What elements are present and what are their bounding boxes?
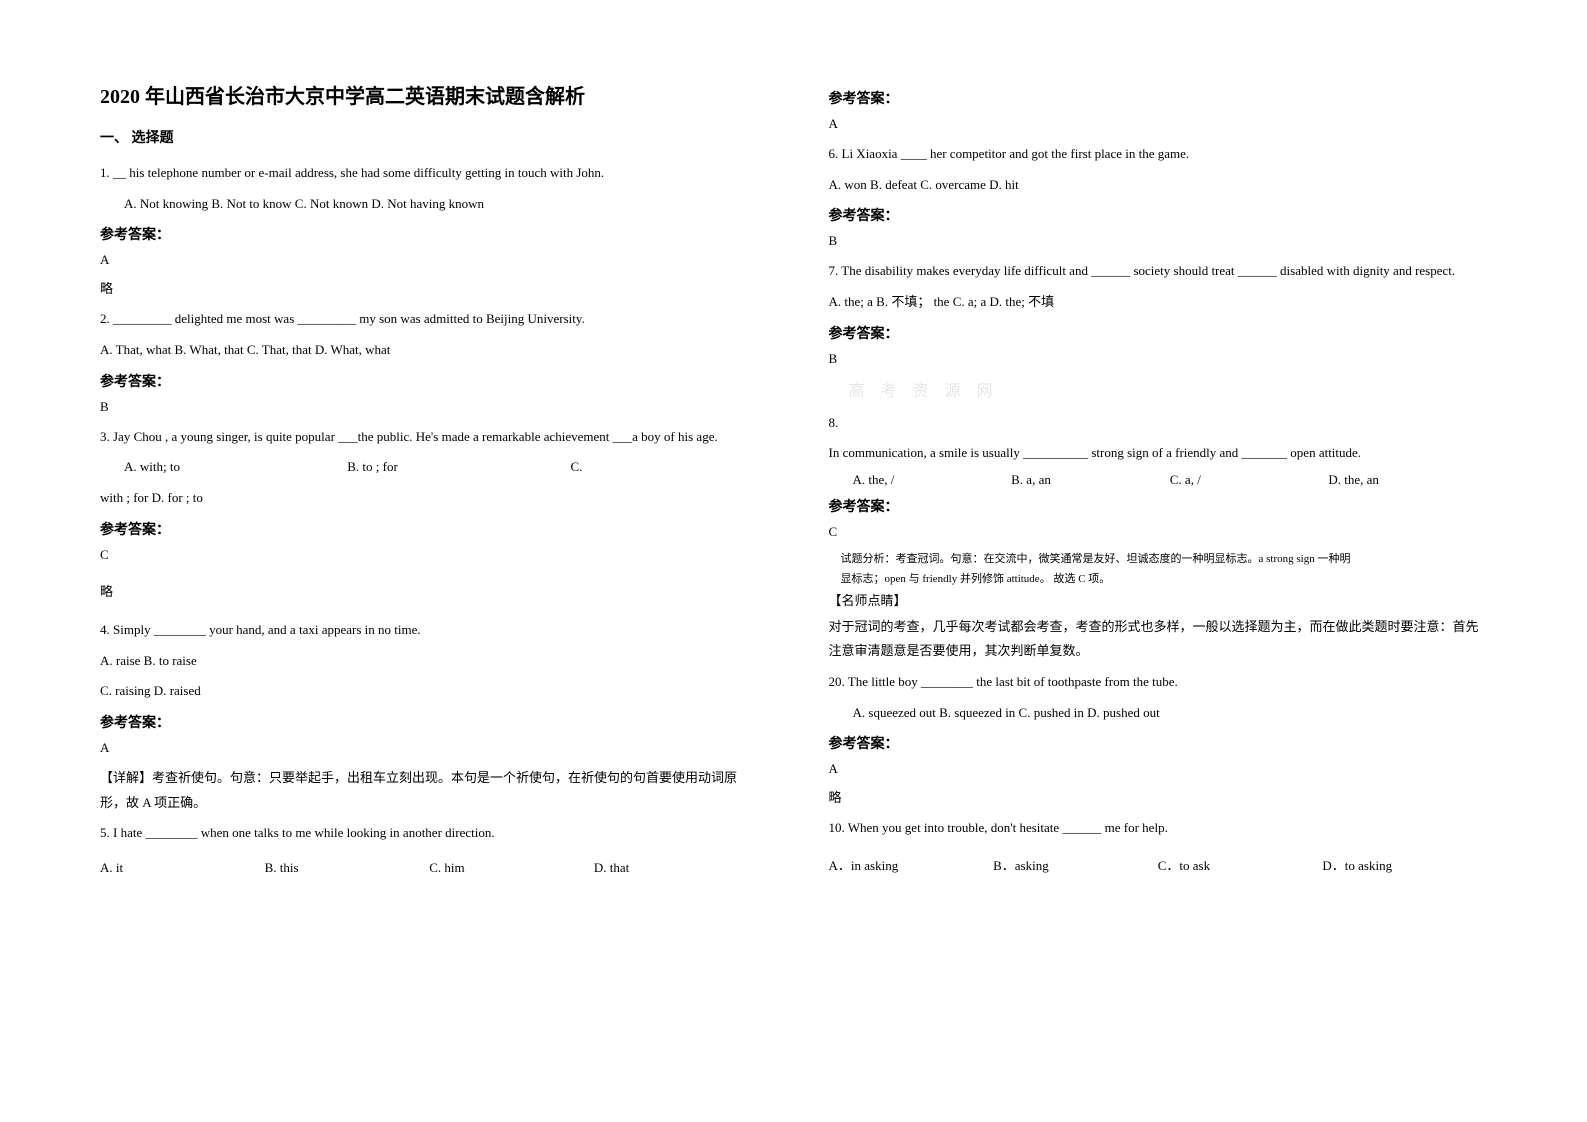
watermark-text: 高 考 资 源 网 [849,377,1488,401]
q4-explanation: 【详解】考查祈使句。句意：只要举起手，出租车立刻出现。本句是一个祈使句，在祈使句… [100,766,759,815]
q1-options: A. Not knowing B. Not to know C. Not kno… [100,192,759,217]
q5-options: A. it B. this C. him D. that [100,860,759,876]
q1-answer: A [100,252,759,268]
q4-options-2: C. raising D. raised [100,679,759,704]
q10-opt-d: D．to asking [1322,855,1487,874]
q3-note: 略 [100,581,759,600]
q8-options: A. the, / B. a, an C. a, / D. the, an [829,472,1488,488]
q1-text: 1. __ his telephone number or e-mail add… [100,161,759,186]
q20-answer-label: 参考答案： [829,733,1488,753]
q10-opt-b: B．asking [993,855,1158,874]
q5-opt-d: D. that [594,860,759,876]
q7-options: A. the; a B. 不填； the C. a; a D. the; 不填 [829,290,1488,315]
q20-note: 略 [829,787,1488,806]
q20-options: A. squeezed out B. squeezed in C. pushed… [829,701,1488,726]
q8-tip-text: 对于冠词的考查，几乎每次考试都会考查，考查的形式也多样，一般以选择题为主，而在做… [829,615,1488,664]
q8-opt-a: A. the, / [853,472,1012,488]
q10-text: 10. When you get into trouble, don't hes… [829,816,1488,841]
q4-answer: A [100,740,759,756]
q8-answer: C [829,524,1488,540]
q5-text: 5. I hate ________ when one talks to me … [100,821,759,846]
q6-answer: B [829,233,1488,249]
q8-number: 8. [829,411,1488,436]
q8-answer-label: 参考答案： [829,496,1488,516]
q8-hint-2: 显标志；open 与 friendly 并列修饰 attitude。 故选 C … [841,570,1488,590]
q8-opt-d: D. the, an [1328,472,1487,488]
right-column: 参考答案： A 6. Li Xiaoxia ____ her competito… [829,80,1488,882]
q8-text: In communication, a smile is usually ___… [829,441,1488,466]
q2-options: A. That, what B. What, that C. That, tha… [100,338,759,363]
q7-text: 7. The disability makes everyday life di… [829,259,1488,284]
q7-answer: B [829,351,1488,367]
q3-text: 3. Jay Chou , a young singer, is quite p… [100,425,759,450]
q8-opt-b: B. a, an [1011,472,1170,488]
q5-opt-c: C. him [429,860,594,876]
q1-note: 略 [100,278,759,297]
q10-options: A．in asking B．asking C．to ask D．to askin… [829,855,1488,874]
q6-text: 6. Li Xiaoxia ____ her competitor and go… [829,142,1488,167]
q2-text: 2. _________ delighted me most was _____… [100,307,759,332]
q10-opt-c: C．to ask [1158,855,1323,874]
q3-answer-label: 参考答案： [100,519,759,539]
section-1-heading: 一、 选择题 [100,127,759,147]
q3-opt-b: B. to ; for [347,455,567,480]
q3-options-line2: with ; for D. for ; to [100,486,759,511]
q7-answer-label: 参考答案： [829,323,1488,343]
left-column: 2020 年山西省长治市大京中学高二英语期末试题含解析 一、 选择题 1. __… [100,80,759,882]
q8-tip-label: 【名师点睛】 [829,590,1488,609]
q8-opt-c: C. a, / [1170,472,1329,488]
q3-options-line1: A. with; to B. to ; for C. [100,455,759,480]
q6-options: A. won B. defeat C. overcame D. hit [829,173,1488,198]
q20-text: 20. The little boy ________ the last bit… [829,670,1488,695]
q4-options-1: A. raise B. to raise [100,649,759,674]
q5-answer: A [829,116,1488,132]
q4-text: 4. Simply ________ your hand, and a taxi… [100,618,759,643]
q8-hint-1: 试题分析：考查冠词。句意：在交流中，微笑通常是友好、坦诚态度的一种明显标志。a … [841,550,1488,570]
q3-opt-c: C. [571,459,583,474]
q3-answer: C [100,547,759,563]
document-title: 2020 年山西省长治市大京中学高二英语期末试题含解析 [100,80,759,109]
page-container: 2020 年山西省长治市大京中学高二英语期末试题含解析 一、 选择题 1. __… [0,0,1587,922]
q5-opt-a: A. it [100,860,265,876]
q5-answer-label: 参考答案： [829,88,1488,108]
q2-answer: B [100,399,759,415]
q20-answer: A [829,761,1488,777]
q3-opt-a: A. with; to [100,455,344,480]
q6-answer-label: 参考答案： [829,205,1488,225]
q1-answer-label: 参考答案： [100,224,759,244]
q10-opt-a: A．in asking [829,855,994,874]
q4-answer-label: 参考答案： [100,712,759,732]
q2-answer-label: 参考答案： [100,371,759,391]
q5-opt-b: B. this [265,860,430,876]
